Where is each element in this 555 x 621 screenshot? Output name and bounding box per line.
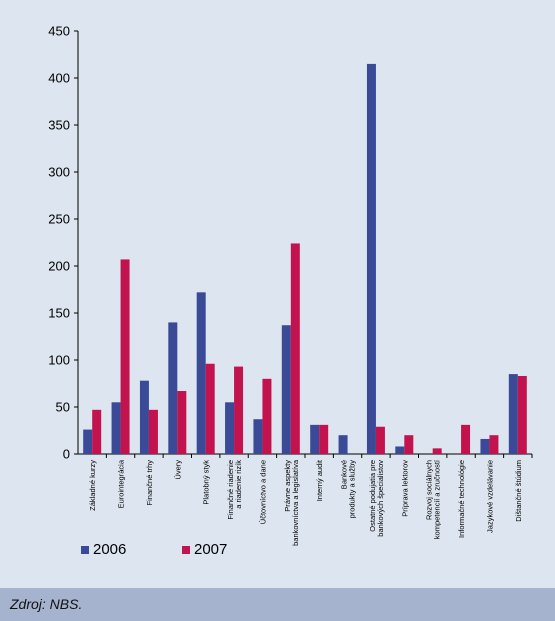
bar-2007 — [432, 448, 442, 454]
y-tick-label: 150 — [48, 306, 70, 321]
bar-2006 — [508, 374, 518, 454]
y-tick-label: 450 — [48, 24, 70, 39]
bar-2006 — [168, 322, 178, 454]
bar-2007 — [120, 259, 130, 454]
x-tick-label: bankovníctva a legislatíva — [291, 459, 300, 546]
legend-label-2006: 2006 — [93, 541, 127, 558]
x-tick-label: produkty a služby — [348, 460, 357, 519]
bar-2006 — [281, 325, 291, 454]
x-tick-label: Eurointegrácia — [117, 459, 126, 508]
bar-2007 — [234, 366, 244, 454]
bar-2006 — [83, 429, 93, 454]
y-tick-label: 350 — [48, 118, 70, 133]
bar-2006 — [253, 419, 263, 454]
bar-chart: 0 50 100 150 200 250 300 350 400 450 Základné kurz… — [48, 24, 533, 546]
legend-swatch-2006 — [81, 546, 89, 554]
y-tick-label: 300 — [48, 165, 70, 180]
bar-2006 — [480, 438, 490, 454]
y-tick-label: 400 — [48, 71, 70, 86]
bar-2006 — [310, 424, 320, 454]
x-tick-label: Informačné technológie — [457, 460, 466, 538]
bar-2006 — [395, 446, 405, 454]
x-tick-label: a riadenie rizík — [234, 460, 243, 509]
bar-2007 — [262, 378, 272, 454]
legend-swatch-2007 — [182, 546, 190, 554]
source-bar: Zdroj: NBS. — [0, 588, 555, 621]
bar-2007 — [319, 424, 329, 454]
x-tick-label: Úvery — [173, 460, 182, 480]
y-tick-label: 200 — [48, 259, 70, 274]
bar-2007 — [290, 243, 300, 454]
y-tick-label: 0 — [63, 447, 70, 462]
bar-2007 — [92, 409, 102, 454]
bar-2007 — [375, 426, 385, 454]
y-tick-label: 250 — [48, 212, 70, 227]
y-tick-label: 50 — [56, 400, 70, 415]
x-tick-label: Základné kurzy — [88, 460, 97, 511]
bar-2006 — [139, 380, 149, 454]
bar-2007 — [404, 435, 414, 454]
legend-label-2007: 2007 — [194, 541, 228, 558]
x-tick-label: Finančné trhy — [145, 460, 154, 506]
bar-2006 — [196, 292, 206, 454]
source-note: Zdroj: NBS. — [10, 596, 83, 612]
x-tick-label: Ostatné podujatia pre — [368, 460, 377, 532]
bar-2007 — [461, 424, 471, 454]
x-tick-label: kompetencií a zručností — [433, 459, 442, 539]
bar-2007 — [205, 363, 215, 454]
x-tick-label: Rozvoj sociálnych — [425, 460, 434, 520]
x-tick-label: Účtovníctvo a dane — [258, 460, 267, 524]
x-tick-label: Bankové — [340, 460, 349, 489]
x-tick-label: Jazykové vzdelávanie — [485, 460, 494, 533]
x-tick-label: Príprava lektorov — [400, 460, 409, 517]
bar-2006 — [225, 402, 235, 454]
x-tick-label: Dištančné štúdium — [514, 460, 523, 522]
bar-2007 — [177, 391, 187, 454]
y-tick-label: 100 — [48, 353, 70, 368]
x-tick-label: Finančné riadenie — [226, 460, 235, 520]
x-tick-label: Platobný styk — [202, 460, 211, 505]
chart-panel: 0 50 100 150 200 250 300 350 400 450 Základné kurz… — [48, 23, 533, 558]
bar-2006 — [111, 402, 121, 454]
bar-2007 — [517, 375, 527, 454]
bar-2007 — [489, 435, 499, 454]
bar-2006 — [366, 63, 376, 455]
x-tick-label: Právne aspekty — [283, 460, 292, 512]
x-tick-label: Interný audit — [315, 459, 324, 501]
x-tick-label: bankových špecialistov — [376, 460, 385, 537]
bar-2006 — [338, 435, 348, 454]
bar-2007 — [148, 409, 158, 454]
